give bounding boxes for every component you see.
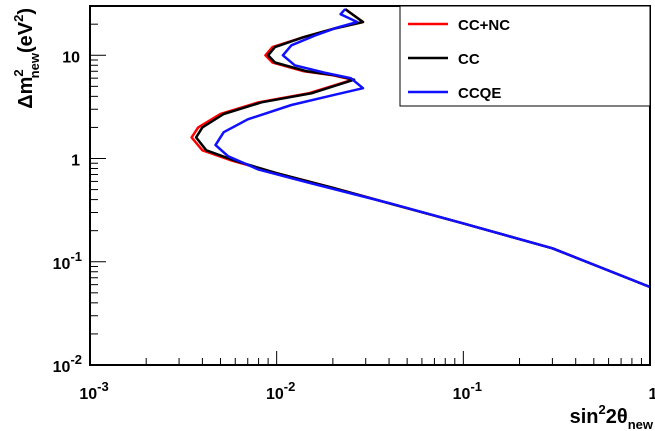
x-tick-label: 10-1	[453, 379, 482, 403]
y-tick-label: 10-2	[53, 352, 82, 376]
plot-frame	[89, 5, 651, 366]
series-layer	[190, 8, 651, 289]
series-line-ccqe	[214, 8, 651, 289]
legend-box	[399, 5, 651, 107]
legend: CC+NC CC CCQE	[399, 5, 651, 107]
x-tick-label: 10-3	[79, 379, 108, 403]
y-axis-title: Δm2new(eV2)	[11, 8, 42, 109]
ticks-layer	[89, 5, 651, 366]
x-axis-title: sin22θnew	[570, 402, 654, 431]
legend-label: CCQE	[458, 85, 501, 102]
y-tick-label: 10	[62, 49, 80, 66]
y-tick-label: 1	[71, 153, 80, 170]
legend-label: CC	[458, 51, 480, 68]
y-tick-label: 10-1	[53, 249, 82, 273]
x-tick-label: 1	[649, 386, 655, 403]
tick-labels-layer: 10-3 10-2 10-1 1 10-2 10-1 1 10	[53, 49, 655, 403]
x-tick-label: 10-2	[266, 379, 295, 403]
legend-label: CC+NC	[458, 17, 510, 34]
